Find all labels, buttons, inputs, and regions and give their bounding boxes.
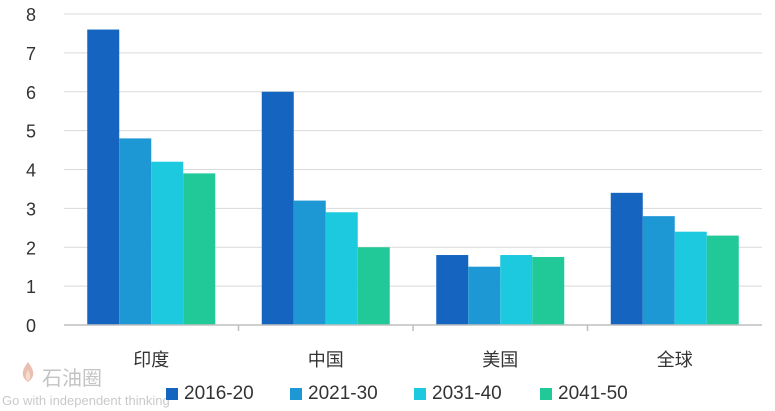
legend-label: 2041-50 [558, 383, 628, 404]
category-label: 美国 [482, 350, 518, 371]
y-tick-label: 5 [26, 122, 36, 142]
y-tick-label: 0 [26, 316, 36, 336]
legend-label: 2021-30 [308, 383, 378, 404]
bar [674, 231, 707, 325]
y-axis-ticks: 0 1 2 3 4 5 6 7 8 [26, 5, 36, 336]
bar [642, 216, 675, 325]
bar [87, 29, 120, 326]
bars [87, 29, 739, 326]
bar [183, 173, 216, 325]
category-label: 印度 [133, 350, 169, 371]
category-label: 全球 [657, 350, 693, 371]
category-labels: 印度 中国 美国 全球 [133, 325, 693, 371]
legend-swatch [540, 388, 552, 400]
watermark-subtext: Go with independent thinking [2, 393, 170, 408]
watermark: 石油圈 Go with independent thinking [2, 362, 170, 408]
bar [436, 255, 469, 325]
y-tick-label: 1 [26, 277, 36, 297]
legend-label: 2031-40 [432, 383, 502, 404]
y-tick-label: 3 [26, 199, 36, 219]
y-tick-label: 4 [26, 161, 36, 181]
legend: 2016-20 2021-30 2031-40 2041-50 [166, 383, 628, 404]
bar [357, 247, 390, 325]
bar [151, 161, 184, 325]
legend-swatch [290, 388, 302, 400]
legend-label: 2016-20 [184, 383, 254, 404]
bar [500, 255, 533, 325]
bar [119, 138, 152, 325]
bar [468, 266, 501, 325]
bar [261, 91, 294, 325]
y-tick-label: 2 [26, 238, 36, 258]
watermark-text: 石油圈 [42, 366, 102, 390]
bar [610, 192, 643, 325]
y-tick-label: 8 [26, 5, 36, 25]
category-label: 中国 [308, 350, 344, 371]
bar [325, 212, 358, 325]
watermark-logo-icon [22, 362, 34, 382]
bar [293, 200, 326, 325]
bar [706, 235, 739, 325]
legend-swatch [414, 388, 426, 400]
y-tick-label: 7 [26, 44, 36, 64]
bar [532, 256, 565, 325]
legend-swatch [166, 388, 178, 400]
y-tick-label: 6 [26, 83, 36, 103]
